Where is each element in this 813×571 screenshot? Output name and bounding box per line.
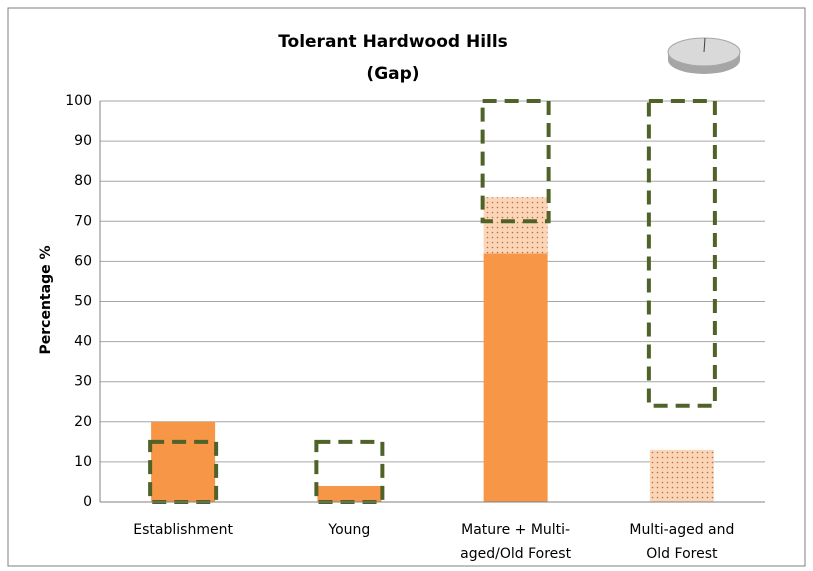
y-tick-label: 80: [74, 173, 92, 189]
y-tick-label: 90: [74, 133, 92, 149]
chart-subtitle: (Gap): [366, 64, 419, 84]
x-tick-label: Establishment: [133, 522, 233, 538]
y-tick-label: 20: [74, 414, 92, 430]
y-tick-label: 60: [74, 253, 92, 269]
x-tick-label: Old Forest: [646, 546, 718, 562]
y-tick-label: 10: [74, 454, 92, 470]
bar-segment: [151, 421, 216, 502]
range-box: [646, 99, 717, 408]
y-tick-label: 50: [74, 294, 92, 310]
bar-segment: [649, 449, 714, 502]
x-tick-label: Mature + Multi-: [461, 522, 570, 538]
pie-icon: [667, 37, 741, 74]
y-tick-label: 40: [74, 334, 92, 350]
chart-title: Tolerant Hardwood Hills: [278, 32, 508, 52]
x-tick-label: aged/Old Forest: [460, 546, 571, 562]
y-tick-label: 30: [74, 374, 92, 390]
bar-segment: [483, 253, 548, 502]
x-tick-label: Young: [327, 522, 370, 538]
y-axis-label: Percentage %: [38, 246, 54, 355]
range-box: [480, 99, 551, 224]
y-tick-label: 70: [74, 213, 92, 229]
y-tick-label: 0: [83, 494, 92, 510]
x-tick-label: Multi-aged and: [629, 522, 734, 538]
bar-segment: [483, 197, 548, 254]
bar-segment: [317, 485, 382, 502]
y-tick-label: 100: [65, 93, 92, 109]
